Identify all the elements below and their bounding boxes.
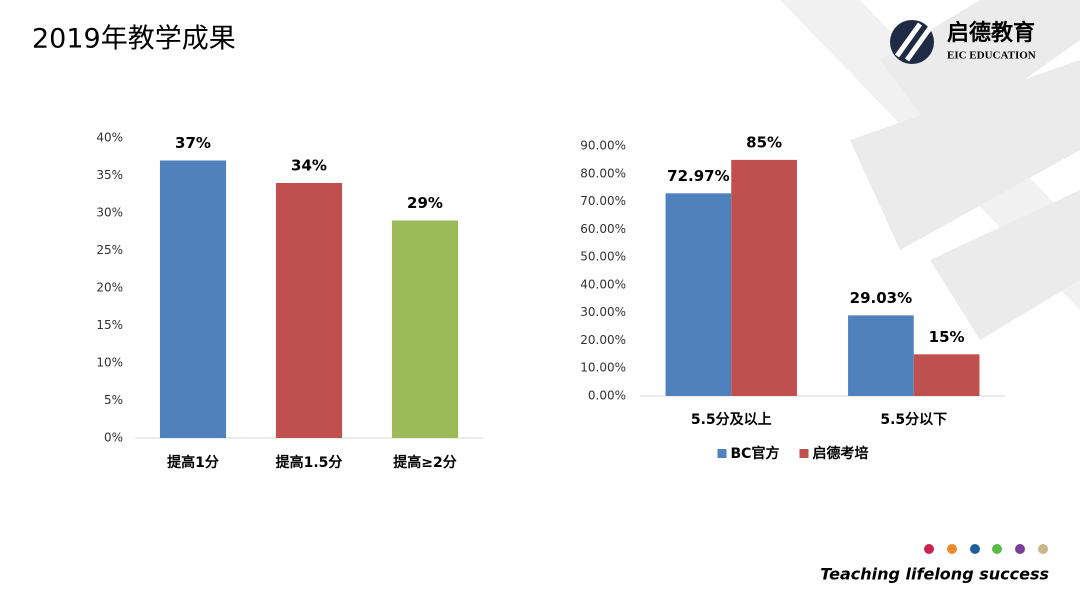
- x-tick-label: 5.5分及以上: [691, 412, 772, 428]
- legend-swatch: [717, 449, 727, 458]
- bar: [848, 315, 914, 396]
- bar: [913, 354, 980, 396]
- y-tick-label: 80.00%: [580, 166, 626, 180]
- y-tick-label: 5%: [104, 393, 123, 407]
- y-tick-label: 70.00%: [580, 194, 626, 208]
- x-tick-label: 提高≥2分: [393, 454, 456, 471]
- legend-label: BC官方: [731, 445, 780, 462]
- y-tick-label: 25%: [96, 243, 123, 257]
- x-tick-label: 提高1.5分: [276, 454, 343, 471]
- y-tick-label: 0.00%: [588, 389, 626, 403]
- bar: [665, 193, 732, 396]
- slide-title: 2019年教学成果: [32, 24, 236, 55]
- value-label: 85%: [746, 133, 782, 151]
- y-tick-label: 40.00%: [580, 277, 626, 291]
- y-tick-label: 30.00%: [580, 305, 626, 319]
- y-tick-label: 35%: [96, 168, 123, 182]
- logo: 启德教育 EIC EDUCATION: [890, 20, 1036, 64]
- value-label: 37%: [175, 134, 211, 152]
- y-tick-label: 0%: [104, 431, 123, 445]
- dots: [924, 544, 1048, 554]
- y-tick-label: 30%: [96, 206, 123, 220]
- bar: [391, 220, 459, 438]
- value-label: 72.97%: [667, 167, 729, 185]
- y-tick-label: 40%: [96, 131, 123, 145]
- value-label: 29%: [407, 194, 443, 212]
- value-label: 15%: [929, 328, 965, 346]
- y-tick-label: 50.00%: [580, 250, 626, 264]
- y-tick-label: 10%: [96, 356, 123, 370]
- y-tick-label: 90.00%: [580, 139, 626, 153]
- decor-stripes: [780, 0, 1080, 340]
- legend-label: 启德考培: [813, 445, 869, 462]
- bar: [275, 183, 343, 438]
- y-tick-label: 15%: [96, 318, 123, 332]
- x-tick-label: 5.5分以下: [880, 412, 947, 428]
- bar: [731, 159, 797, 396]
- value-label: 29.03%: [850, 289, 912, 307]
- y-tick-label: 10.00%: [580, 361, 626, 375]
- value-label: 34%: [291, 157, 327, 175]
- y-tick-label: 20%: [96, 281, 123, 295]
- y-tick-label: 20.00%: [580, 333, 626, 347]
- tagline: Teaching lifelong success: [820, 565, 1049, 584]
- legend-swatch: [799, 449, 809, 458]
- logo-subtitle: EIC EDUCATION: [947, 50, 1036, 62]
- bar: [159, 160, 227, 438]
- logo-name: 启德教育: [947, 20, 1035, 46]
- x-tick-label: 提高1分: [167, 454, 219, 471]
- y-tick-label: 60.00%: [580, 222, 626, 236]
